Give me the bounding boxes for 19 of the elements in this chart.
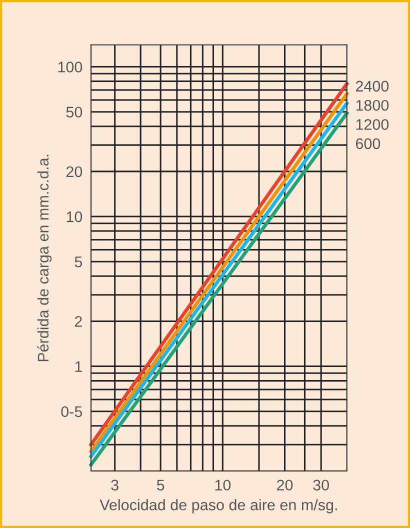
y-tick-label: 1	[75, 361, 82, 372]
y-tick-label: 20	[66, 166, 82, 178]
y-axis-title: Pérdida de carga en mm.c.d.a.	[37, 154, 52, 362]
x-tick-label: 3	[111, 480, 118, 491]
series-label: 2400	[356, 80, 389, 92]
x-tick-label: 10	[215, 480, 231, 491]
y-tick-label: 5	[74, 256, 82, 268]
x-tick-label: 20	[277, 480, 293, 491]
y-tick-label: 100	[58, 62, 82, 72]
y-tick-label: 2	[74, 316, 82, 327]
y-tick-label: 0-5	[61, 406, 82, 418]
x-axis-title: Velocidad de paso de aire en m/sg.	[100, 499, 337, 514]
series-label: 600	[356, 138, 380, 150]
series-label: 1200	[356, 119, 389, 130]
x-tick-label: 30	[313, 480, 329, 491]
series-label: 1800	[356, 100, 389, 111]
y-tick-label: 50	[66, 106, 82, 118]
x-tick-label: 5	[156, 480, 164, 491]
y-tick-label: 10	[66, 211, 82, 222]
